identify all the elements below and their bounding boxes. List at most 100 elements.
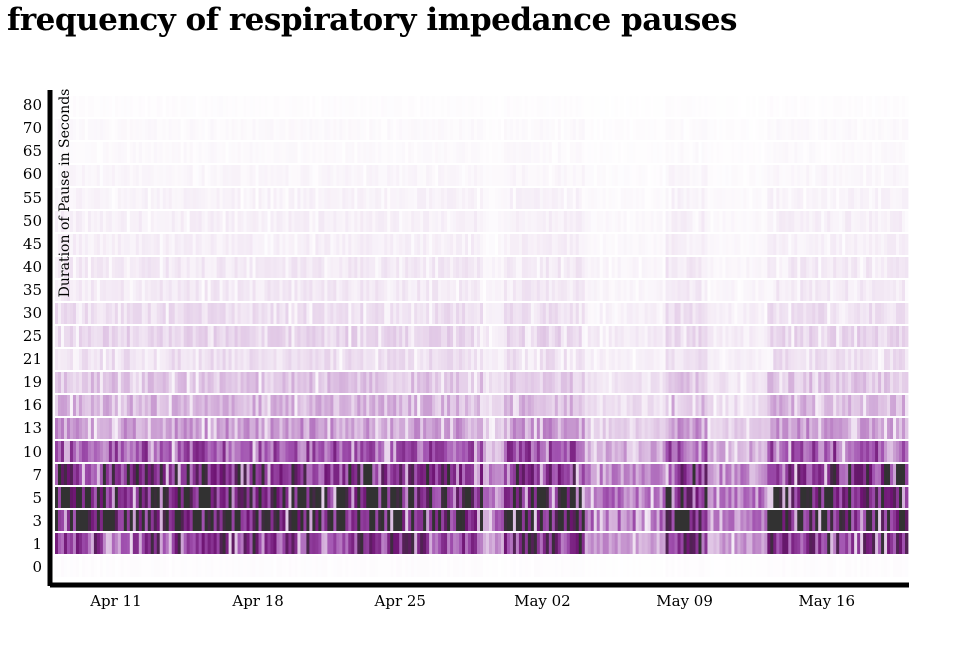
heatmap-cell (593, 303, 598, 324)
heatmap-cell (246, 418, 250, 439)
heatmap-cell (390, 326, 394, 347)
heatmap-cell (830, 280, 834, 301)
heatmap-cell (875, 372, 879, 393)
heatmap-cell (171, 349, 176, 370)
heatmap-cell (84, 303, 89, 324)
heatmap-cell (581, 418, 586, 439)
heatmap-cell (581, 188, 586, 209)
heatmap-cell (357, 464, 361, 485)
heatmap-cell (641, 487, 646, 508)
heatmap-cell (797, 487, 801, 508)
heatmap-cell (189, 257, 194, 278)
heatmap-cell (480, 326, 484, 347)
heatmap-cell (153, 441, 158, 462)
heatmap-cell (123, 326, 128, 347)
heatmap-cell (542, 418, 547, 439)
heatmap-cell (66, 165, 71, 186)
heatmap-cell (740, 234, 744, 255)
heatmap-cell (282, 487, 286, 508)
heatmap-cell (833, 487, 837, 508)
heatmap-cell (530, 303, 535, 324)
heatmap-cell (147, 165, 152, 186)
heatmap-cell (324, 326, 328, 347)
heatmap-cell (57, 487, 62, 508)
heatmap-cell (644, 418, 649, 439)
heatmap-cell (698, 533, 702, 554)
heatmap-cell (207, 441, 212, 462)
heatmap-cell (141, 303, 146, 324)
heatmap-cell (348, 533, 352, 554)
heatmap-cell (369, 257, 373, 278)
heatmap-cell (321, 556, 325, 577)
heatmap-cell (87, 257, 92, 278)
heatmap-cell (234, 441, 238, 462)
heatmap-cell (662, 326, 666, 347)
heatmap-cell (851, 303, 855, 324)
heatmap-cell (99, 533, 104, 554)
heatmap-cell (174, 418, 179, 439)
heatmap-cell (159, 487, 164, 508)
heatmap-cell (809, 487, 813, 508)
heatmap-cell (884, 441, 888, 462)
heatmap-cell (180, 188, 185, 209)
heatmap-cell (620, 487, 625, 508)
heatmap-cell (539, 441, 544, 462)
heatmap-cell (731, 464, 735, 485)
heatmap-cell (488, 533, 493, 554)
heatmap-cell (752, 234, 756, 255)
heatmap-cell (779, 487, 783, 508)
heatmap-cell (644, 372, 649, 393)
heatmap-cell (902, 510, 906, 531)
heatmap-cell (749, 395, 753, 416)
heatmap-cell (309, 165, 313, 186)
heatmap-cell (378, 533, 382, 554)
heatmap-cell (375, 533, 379, 554)
heatmap-cell (192, 418, 197, 439)
heatmap-cell (55, 372, 59, 393)
heatmap-cell (342, 464, 346, 485)
heatmap-cell (453, 487, 457, 508)
heatmap-cell (330, 234, 334, 255)
heatmap-cell (114, 510, 119, 531)
heatmap-cell (333, 165, 337, 186)
heatmap-cell (249, 349, 253, 370)
heatmap-cell (213, 395, 218, 416)
heatmap-cell (662, 188, 666, 209)
heatmap-cell (384, 303, 388, 324)
heatmap-cell (60, 326, 65, 347)
heatmap-cell (384, 487, 388, 508)
heatmap-cell (806, 303, 810, 324)
heatmap-cell (183, 418, 188, 439)
heatmap-cell (243, 487, 247, 508)
heatmap-cell (78, 372, 83, 393)
heatmap-cell (560, 372, 565, 393)
heatmap-cell (530, 188, 535, 209)
heatmap-cell (794, 487, 798, 508)
heatmap-cell (527, 487, 532, 508)
heatmap-cell (899, 326, 903, 347)
heatmap-cell (659, 303, 663, 324)
heatmap-cell (435, 303, 439, 324)
heatmap-cell (195, 487, 200, 508)
heatmap-cell (683, 349, 687, 370)
heatmap-cell (183, 234, 188, 255)
heatmap-cell (797, 280, 801, 301)
heatmap-cell (761, 441, 765, 462)
heatmap-cell (117, 165, 122, 186)
heatmap-cell (330, 326, 334, 347)
heatmap-cell (420, 395, 424, 416)
heatmap-cell (587, 556, 592, 577)
heatmap-cell (324, 395, 328, 416)
heatmap-cell (279, 188, 283, 209)
heatmap-cell (267, 188, 271, 209)
heatmap-cell (465, 303, 469, 324)
heatmap-cell (866, 303, 870, 324)
heatmap-cell (590, 257, 595, 278)
heatmap-cell (728, 257, 732, 278)
heatmap-cell (899, 464, 903, 485)
heatmap-cell (800, 372, 804, 393)
heatmap-cell (878, 510, 882, 531)
heatmap-cell (563, 257, 568, 278)
heatmap-cell (737, 349, 741, 370)
heatmap-cell (539, 533, 544, 554)
